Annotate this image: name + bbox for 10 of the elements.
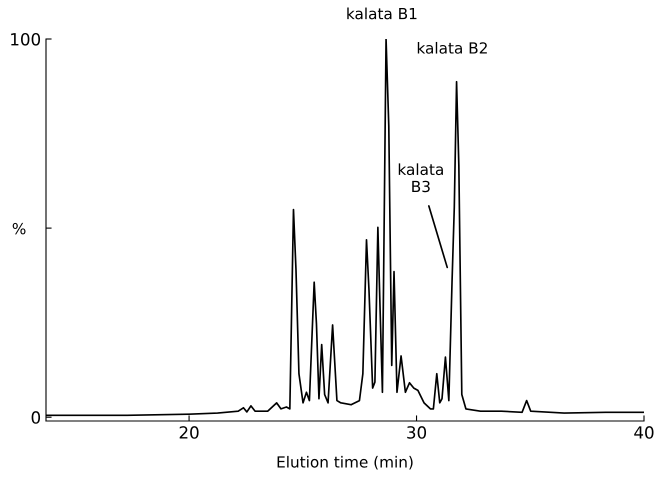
y-tick-label: 0 [32,411,40,424]
x-axis-title: Elution time (min) [278,456,413,470]
x-tick-label: 20 [180,426,199,439]
x-tick-label: 30 [407,426,426,439]
y-axis-title: % [12,222,26,234]
annotation: kalata B1 [347,8,416,20]
annotation: kalata B3 [398,163,443,192]
annotation: kalata B2 [418,42,487,54]
x-tick-label: 40 [634,426,654,439]
y-tick-label: 100 [11,32,40,46]
